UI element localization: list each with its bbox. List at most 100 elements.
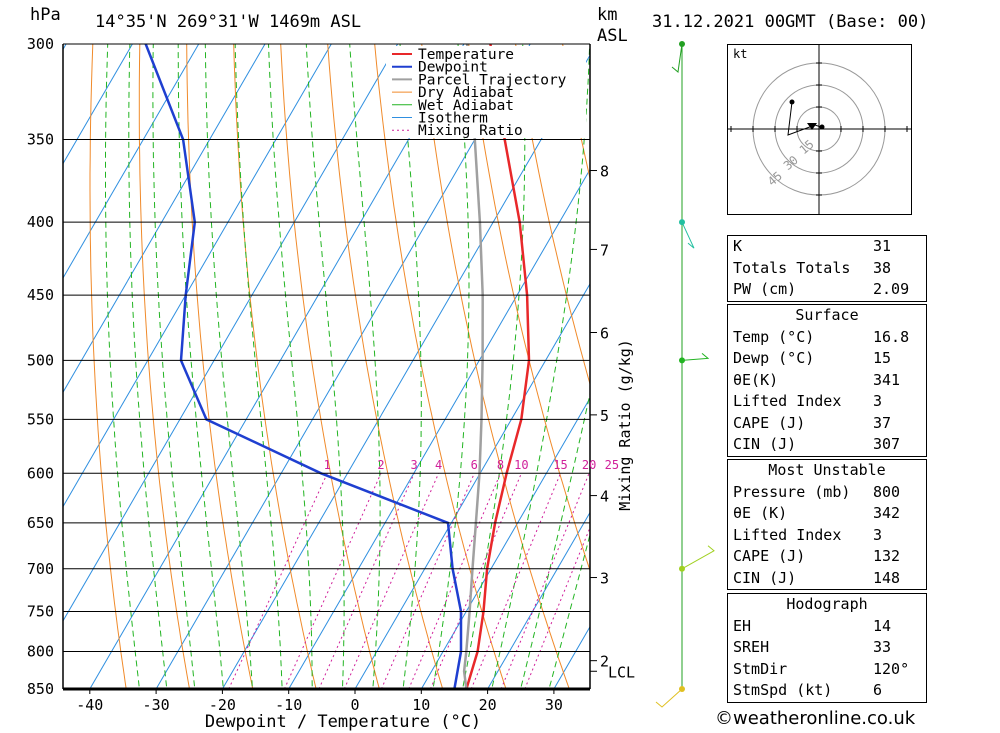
- hodograph-surface-point: [819, 124, 825, 130]
- height-unit-km: km: [597, 5, 618, 25]
- dry-adiabat: [327, 44, 444, 689]
- mixing-ratio-label: 8: [497, 458, 504, 472]
- wet-adiabat: [204, 44, 253, 689]
- pressure-tick-label: 450: [27, 286, 54, 304]
- pressure-tick-label: 600: [27, 464, 54, 482]
- hodo-row: EH 14: [733, 616, 892, 635]
- dry-adiabat: [280, 44, 380, 689]
- wet-adiabat: [399, 44, 422, 689]
- legend-label: Wet Adiabat: [418, 98, 514, 114]
- mixing-ratio-label: 3: [411, 458, 418, 472]
- mu-row: Lifted Index 3: [733, 525, 883, 544]
- wind-barb: [681, 352, 710, 361]
- mixing-ratio-label: 20: [582, 458, 596, 472]
- mixing-ratio-line: [429, 473, 522, 689]
- mixing-ratio-line: [318, 473, 415, 689]
- km-tick-label: 2: [600, 653, 609, 671]
- surface-row: CAPE (J) 37: [733, 413, 892, 432]
- surface-row: CIN (J) 307: [733, 435, 901, 453]
- dewpoint-line: [144, 44, 463, 689]
- wet-adiabat: [128, 44, 168, 689]
- pressure-tick-label: 400: [27, 213, 54, 231]
- mu-row: CIN (J) 148: [733, 568, 901, 587]
- surface-row: Dewp (°C) 15: [733, 349, 892, 367]
- storm-motion-marker: [807, 123, 817, 130]
- index-value: 2.09: [873, 280, 910, 298]
- mixing-ratio-line: [524, 526, 590, 689]
- wet-adiabat: [234, 44, 283, 689]
- wind-barb: [655, 688, 683, 708]
- isotherm: [63, 44, 399, 622]
- pressure-tick-label: 650: [27, 514, 54, 532]
- isotherm: [354, 282, 590, 689]
- wet-adiabat: [520, 391, 590, 689]
- dry-adiabat: [421, 44, 570, 689]
- pressure-tick-label: 350: [27, 130, 54, 148]
- isotherm: [420, 397, 590, 689]
- wet-adiabat: [349, 44, 381, 689]
- legend-label: Dewpoint: [418, 60, 488, 76]
- isotherm: [63, 44, 266, 394]
- copyright-footer: ©weatheronline.co.uk: [715, 708, 916, 729]
- dry-adiabat: [374, 44, 507, 689]
- wind-barb: [681, 545, 715, 570]
- dry-adiabat: [515, 44, 590, 386]
- surface-row: Lifted Index 3: [733, 392, 883, 410]
- index-label: Totals Totals: [733, 258, 851, 277]
- wet-adiabat: [548, 532, 590, 689]
- x-tick-label: -10: [275, 696, 302, 714]
- isotherm: [487, 511, 590, 689]
- pressure-tick-label: 550: [27, 410, 54, 428]
- datetime-label: 31.12.2021 00GMT (Base: 00): [652, 12, 929, 32]
- mixing-ratio-axis-title: Mixing Ratio (g/kg): [616, 339, 634, 511]
- height-unit-asl: ASL: [597, 26, 628, 46]
- mixing-ratio-line: [380, 473, 475, 689]
- legend-label: Mixing Ratio: [418, 123, 523, 139]
- index-row: K 31: [728, 236, 926, 258]
- index-label: PW (cm): [733, 280, 797, 298]
- legend-label: Isotherm: [418, 111, 488, 127]
- mu-row: CAPE (J) 132: [733, 547, 901, 565]
- mu-row: θE (K) 342: [733, 504, 901, 522]
- dry-adiabat: [468, 44, 590, 572]
- km-tick-label: 3: [600, 570, 609, 588]
- surface-row: θE(K) 341: [733, 370, 901, 389]
- hodograph-unit-label: kt: [733, 47, 747, 61]
- isotherm: [221, 54, 590, 689]
- mixing-ratio-label: 25: [605, 458, 619, 472]
- mixing-ratio-label: 2: [377, 458, 384, 472]
- lcl-label: LCL: [608, 663, 635, 681]
- wet-adiabat: [177, 44, 224, 689]
- isotherm: [63, 44, 133, 165]
- pressure-unit-label: hPa: [30, 5, 61, 25]
- index-label: K: [733, 237, 743, 255]
- dry-adiabat: [89, 44, 127, 689]
- indices-table: K 31 Totals Totals 38 PW (cm) 2.09: [727, 235, 927, 302]
- surface-table: Surface Temp (°C) 16.8 Dewp (°C) 15 θE(K) 3…: [727, 304, 927, 457]
- pressure-tick-label: 700: [27, 560, 54, 578]
- isotherm: [63, 44, 332, 508]
- index-row: PW (cm) 2.09: [728, 279, 926, 301]
- index-value: 38: [873, 258, 892, 277]
- temperature-line: [465, 44, 531, 689]
- wind-barb: [671, 43, 683, 73]
- hodograph-panel: kt 15 30 45: [727, 40, 912, 218]
- x-tick-label: -20: [209, 696, 236, 714]
- dry-adiabat: [939, 44, 1000, 689]
- mixing-ratio-line: [470, 473, 561, 689]
- x-tick-label: 10: [412, 696, 430, 714]
- hodograph-ring-label: 45: [765, 169, 785, 189]
- most-unstable-table: Most Unstable Pressure (mb) 800 θE (K) 342…: [727, 459, 927, 590]
- mixing-ratio-label: 4: [435, 458, 442, 472]
- mixing-ratio-label: 10: [514, 458, 528, 472]
- x-tick-label: -30: [143, 696, 170, 714]
- dry-adiabat: [986, 44, 1000, 689]
- mu-row: Pressure (mb) 800: [733, 482, 901, 501]
- surface-title: Surface: [795, 306, 859, 324]
- wet-adiabat: [105, 44, 140, 689]
- x-tick-label: -40: [76, 696, 103, 714]
- pressure-tick-label: 500: [27, 351, 54, 369]
- legend-label: Temperature: [418, 47, 514, 63]
- x-tick-label: 30: [545, 696, 563, 714]
- x-axis-title: Dewpoint / Temperature (°C): [205, 712, 481, 732]
